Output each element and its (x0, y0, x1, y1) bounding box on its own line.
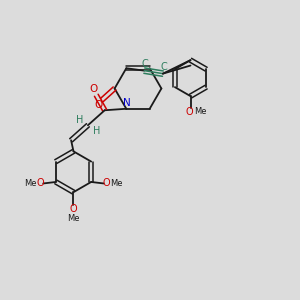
Text: O: O (90, 84, 98, 94)
Text: N: N (123, 98, 131, 108)
Text: Me: Me (110, 179, 123, 188)
Text: Me: Me (24, 179, 37, 188)
Text: C: C (142, 59, 148, 69)
Text: O: O (186, 107, 194, 117)
Text: Me: Me (67, 214, 80, 223)
Text: O: O (70, 204, 77, 214)
Text: O: O (94, 100, 103, 110)
Text: C: C (160, 62, 167, 72)
Text: O: O (103, 178, 111, 188)
Text: H: H (93, 126, 100, 136)
Text: H: H (76, 115, 83, 125)
Text: Me: Me (194, 107, 206, 116)
Text: O: O (36, 178, 44, 188)
